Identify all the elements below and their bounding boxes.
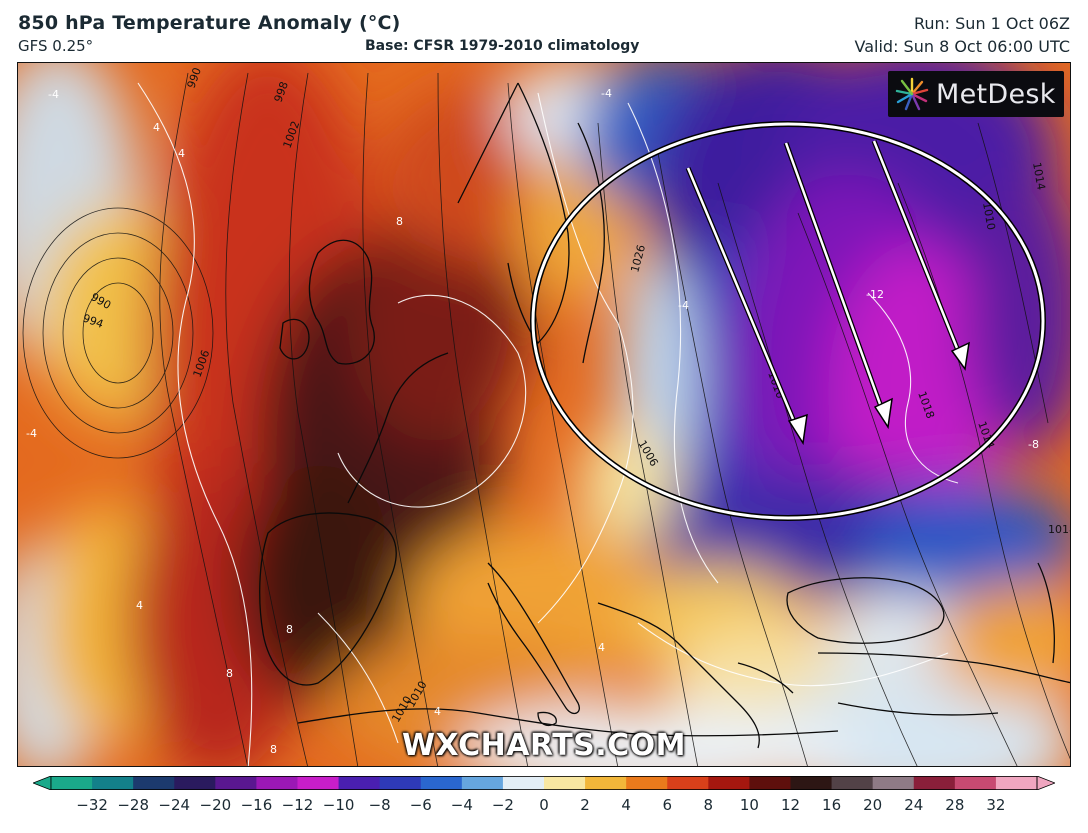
colorbar-tick-label: 6 xyxy=(662,796,673,814)
colorbar-tick-label: 20 xyxy=(863,796,883,814)
anomaly-label: 4 xyxy=(153,121,160,134)
colorbar-segment xyxy=(51,776,93,790)
anomaly-field xyxy=(18,63,1070,766)
anomaly-label: -4 xyxy=(26,427,37,440)
metdesk-logo-text: MetDesk xyxy=(936,78,1056,110)
colorbar-tick-label: −16 xyxy=(240,796,273,814)
colorbar-tick-label: 10 xyxy=(739,796,759,814)
map-svg: 990 998 1002 990 994 1006 1026 1010 1018… xyxy=(18,63,1071,766)
colorbar-segment xyxy=(667,776,709,790)
colorbar-tick-label: 8 xyxy=(703,796,714,814)
colorbar-tick-label: −4 xyxy=(450,796,473,814)
anomaly-label: 8 xyxy=(226,667,233,680)
anomaly-label: -4 xyxy=(48,88,59,101)
colorbar-segment xyxy=(749,776,792,790)
colorbar-tick-label: 4 xyxy=(621,796,631,814)
run-label: Run: Sun 1 Oct 06Z xyxy=(913,14,1070,33)
anomaly-label: -4 xyxy=(678,299,689,312)
anomaly-label-layer: -4 4 4 -4 8 -4 -12 -8 8 4 4 8 8 -4 4 xyxy=(26,87,1039,756)
colorbar-segment xyxy=(626,776,668,790)
colorbar-tick-label: 32 xyxy=(986,796,1006,814)
colorbar-segment xyxy=(995,776,1038,790)
colorbar-tick-label: 12 xyxy=(780,796,801,814)
anomaly-label: 4 xyxy=(598,641,605,654)
colorbar-tick-label: −10 xyxy=(322,796,355,814)
anomaly-map: 990 998 1002 990 994 1006 1026 1010 1018… xyxy=(17,62,1071,767)
colorbar xyxy=(33,776,1055,790)
anomaly-label: 4 xyxy=(178,147,185,160)
colorbar-tick-label: −8 xyxy=(368,796,391,814)
colorbar-segment xyxy=(174,776,216,790)
colorbar-max-arrow xyxy=(1036,776,1055,790)
colorbar-tick-label: 28 xyxy=(945,796,965,814)
colorbar-tick-label: 24 xyxy=(904,796,924,814)
colorbar-tick-label: −20 xyxy=(199,796,232,814)
anomaly-label: 8 xyxy=(270,743,277,756)
colorbar-tick-label: −28 xyxy=(117,796,149,814)
colorbar-tick-label: −24 xyxy=(158,796,191,814)
colorbar-tick-label: 0 xyxy=(539,796,549,814)
colorbar-tick-label: 16 xyxy=(822,796,842,814)
isobar-label: 1010 xyxy=(980,201,998,231)
wxcharts-watermark: WXCHARTS.COM xyxy=(401,728,687,763)
anomaly-label: -12 xyxy=(866,288,884,301)
arrow-1 xyxy=(685,167,808,446)
isobar-label: 1014 xyxy=(1030,161,1048,191)
metdesk-logo: MetDesk xyxy=(888,71,1064,117)
anomaly-label: 4 xyxy=(136,599,143,612)
arrow-3 xyxy=(871,140,970,371)
annotation xyxy=(530,121,1046,521)
base-label: Base: CFSR 1979-2010 climatology xyxy=(365,38,640,54)
valid-label: Valid: Sun 8 Oct 06:00 UTC xyxy=(854,37,1070,56)
colorbar-segment xyxy=(133,776,175,790)
anomaly-label: -8 xyxy=(1028,438,1039,451)
header-title: 850 hPa Temperature Anomaly (°C) xyxy=(18,12,401,34)
colorbar-ticks: −32 −28 −24 −20 −16 −12 −10 −8 −6 −4 −2 0 2 4 6 8 10 12 16… xyxy=(0,796,1088,818)
colorbar-segment xyxy=(215,776,258,790)
colorbar-segment xyxy=(420,776,463,790)
colorbar-segment xyxy=(790,776,833,790)
metdesk-burst-icon xyxy=(895,77,929,111)
colorbar-segment xyxy=(338,776,381,790)
anomaly-label: 8 xyxy=(396,215,403,228)
colorbar-tick-label: −6 xyxy=(409,796,432,814)
colorbar-tick-label: −12 xyxy=(281,796,314,814)
colorbar-tick-label: 2 xyxy=(580,796,590,814)
colorbar-segment xyxy=(297,776,340,790)
colorbar-segment xyxy=(872,776,915,790)
anomaly-label: 4 xyxy=(434,705,441,718)
colorbar-border xyxy=(50,776,1038,790)
colorbar-segment xyxy=(585,776,627,790)
anomaly-label: -4 xyxy=(601,87,612,100)
isobar-label: 1018 xyxy=(1048,523,1071,536)
colorbar-segment xyxy=(831,776,874,790)
arrow-2 xyxy=(783,142,893,430)
model-label: GFS 0.25° xyxy=(18,37,94,55)
colorbar-segment xyxy=(954,776,997,790)
anomaly-contours xyxy=(137,82,959,766)
colorbar-segment xyxy=(256,776,299,790)
colorbar-segment xyxy=(708,776,751,790)
colorbar-segment xyxy=(502,776,545,790)
colorbar-segment xyxy=(379,776,422,790)
anomaly-label: 8 xyxy=(286,623,293,636)
colorbar-min-arrow xyxy=(33,776,52,790)
colorbar-tick-label: −32 xyxy=(76,796,108,814)
colorbar-segment xyxy=(913,776,956,790)
colorbar-segment xyxy=(92,776,134,790)
colorbar-segment xyxy=(461,776,504,790)
colorbar-segment xyxy=(544,776,586,790)
colorbar-tick-label: −2 xyxy=(491,796,514,814)
coastlines xyxy=(259,82,1070,749)
isobars xyxy=(22,72,1070,766)
